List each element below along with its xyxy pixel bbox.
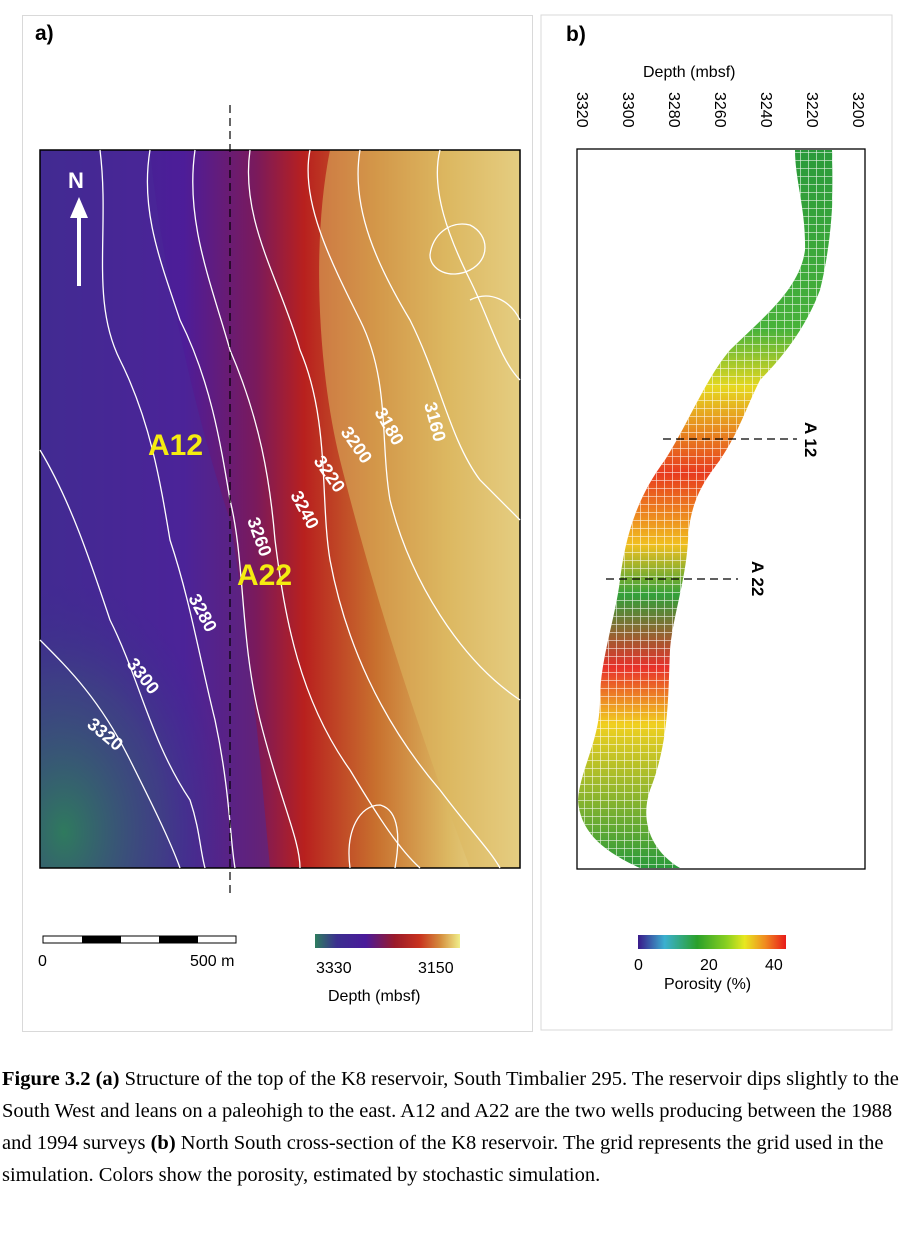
figure-caption: Figure 3.2 (a) Structure of the top of t… (2, 1063, 907, 1191)
porosity-tick-20: 20 (700, 957, 718, 974)
porosity-tick-40: 40 (765, 957, 783, 974)
tick-3260: 3260 (711, 92, 728, 128)
tick-3280: 3280 (665, 92, 682, 128)
reservoir-grid (578, 150, 833, 868)
caption-text-a: Structure of the top of the K8 reservoir… (2, 1068, 899, 1154)
scale-start: 0 (38, 953, 47, 970)
scale-end: 500 m (190, 953, 234, 970)
caption-figure-label: Figure 3.2 (2, 1068, 91, 1090)
caption-text-b: North South cross-section of the K8 rese… (2, 1132, 884, 1186)
depth-colorbar: 3330 3150 Depth (mbsf) (315, 934, 460, 1005)
map-frame (39, 149, 521, 869)
tick-3300: 3300 (619, 92, 636, 128)
green-low (40, 150, 520, 868)
north-label: N (68, 168, 84, 193)
porosity-colorbar: 0 20 40 Porosity (%) (634, 935, 786, 993)
tick-3240: 3240 (757, 92, 774, 128)
scale-bar: 0 500 m (38, 935, 237, 970)
well-a12-label: A12 (148, 429, 203, 462)
caption-part-b: (b) (150, 1132, 176, 1154)
north-arrow-icon (70, 197, 88, 218)
panel-b (540, 14, 893, 1031)
depth-colorbar-title: Depth (mbsf) (328, 988, 420, 1005)
panel-a-label: a) (35, 22, 54, 45)
depth-axis-ticks: 3320 3300 3280 3260 3240 3220 3200 (573, 92, 866, 128)
tick-3220: 3220 (803, 92, 820, 128)
panel-b-axis-title: Depth (mbsf) (643, 64, 735, 81)
north-arrow: N (68, 168, 88, 286)
well-a22-section-label: A 22 (748, 561, 767, 596)
porosity-tick-0: 0 (634, 957, 643, 974)
well-a12-section-label: A 12 (801, 422, 820, 457)
porosity-colorbar-title: Porosity (%) (664, 976, 751, 993)
tick-3320: 3320 (573, 92, 590, 128)
depth-colorbar-max: 3150 (418, 960, 454, 977)
panel-b-label: b) (566, 23, 586, 46)
well-a22-label: A22 (237, 559, 292, 592)
tick-3200: 3200 (849, 92, 866, 128)
depth-colorbar-min: 3330 (316, 960, 352, 977)
caption-part-a: (a) (95, 1068, 120, 1090)
